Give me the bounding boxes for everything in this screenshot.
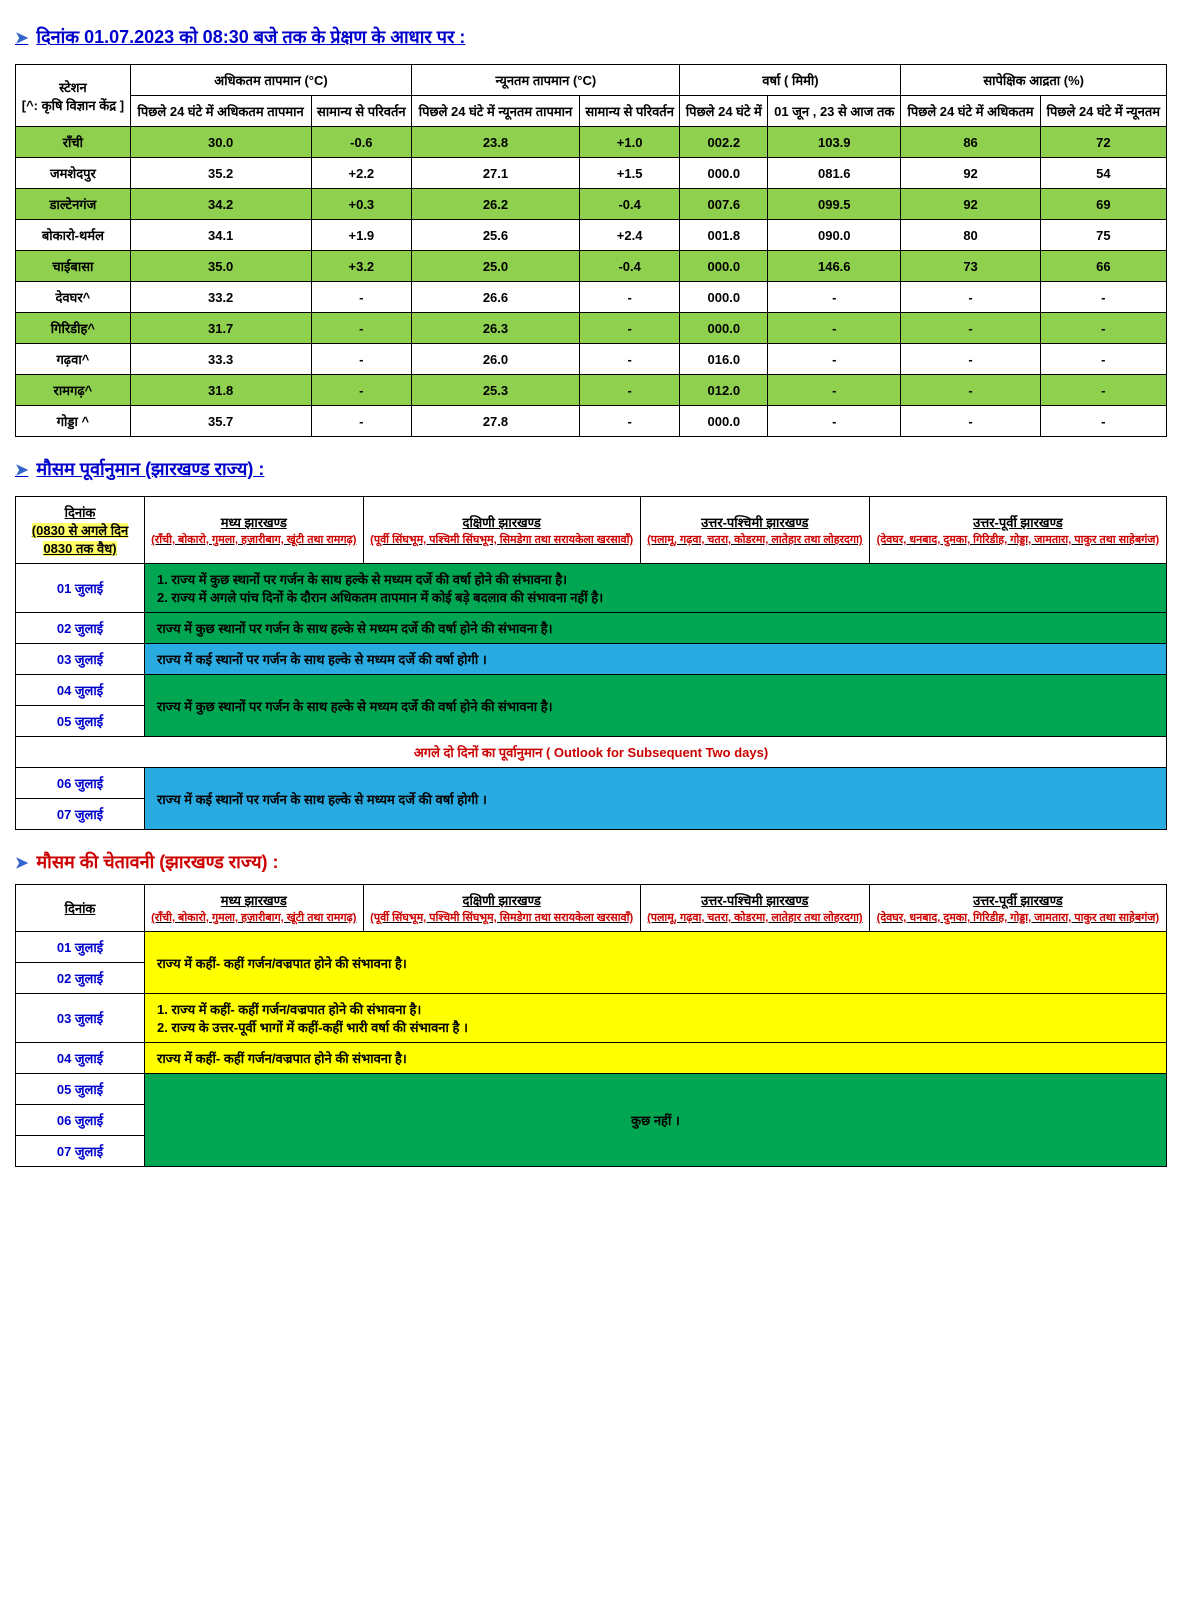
observation-table: स्टेशन[^: कृषि विज्ञान केंद्र ] अधिकतम त… (15, 64, 1167, 437)
warning-table: दिनांक मध्य झारखण्ड(राँची, बोकारो, गुमला… (15, 884, 1167, 1167)
section-title-3: ➤मौसम की चेतावनी (झारखण्ड राज्य) : (15, 850, 1167, 874)
section-title-1: ➤दिनांक 01.07.2023 को 08:30 बजे तक के प्… (15, 25, 1167, 49)
table-row: गोड्डा ^35.7-27.8-000.0--- (16, 406, 1167, 437)
forecast-table: दिनांक(0830 से अगले दिन 0830 तक वैध) मध्… (15, 496, 1167, 830)
table-row: देवघर^33.2-26.6-000.0--- (16, 282, 1167, 313)
table-row: जमशेदपुर35.2+2.227.1+1.5000.0081.69254 (16, 158, 1167, 189)
table-row: डाल्टेनगंज34.2+0.326.2-0.4007.6099.59269 (16, 189, 1167, 220)
section-title-2: ➤मौसम पूर्वानुमान (झारखण्ड राज्य) : (15, 457, 1167, 481)
table-row: गढ़वा^33.3-26.0-016.0--- (16, 344, 1167, 375)
table-row: चाईबासा35.0+3.225.0-0.4000.0146.67366 (16, 251, 1167, 282)
table-row: बोकारो-थर्मल34.1+1.925.6+2.4001.8090.080… (16, 220, 1167, 251)
table-row: रामगढ़^31.8-25.3-012.0--- (16, 375, 1167, 406)
table-row: राँची30.0-0.623.8+1.0002.2103.98672 (16, 127, 1167, 158)
table-row: गिरिडीह^31.7-26.3-000.0--- (16, 313, 1167, 344)
